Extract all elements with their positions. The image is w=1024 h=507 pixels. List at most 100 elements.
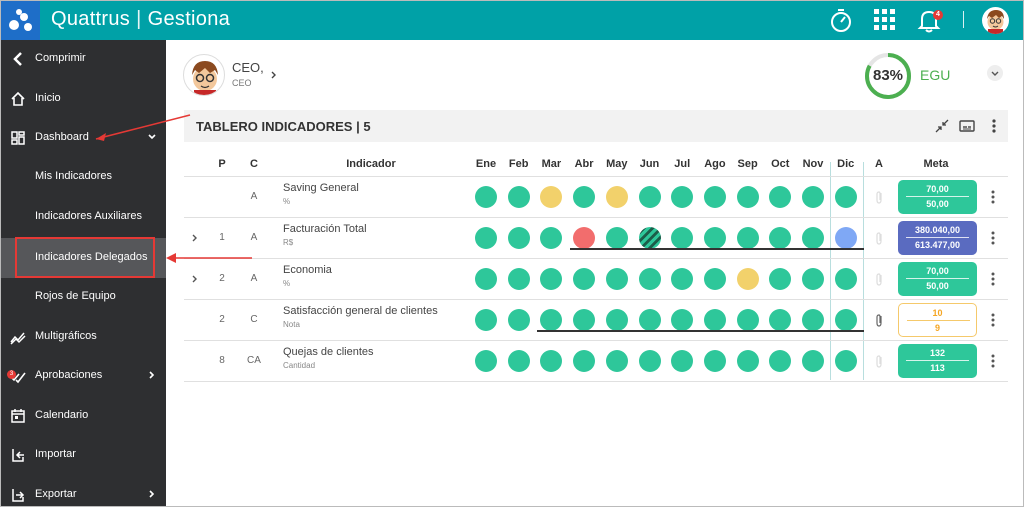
status-dot[interactable]: [703, 186, 726, 208]
status-dot[interactable]: [802, 309, 824, 331]
collapse-button[interactable]: [987, 65, 1003, 81]
meta-box[interactable]: 380.040,00 613.477,00: [898, 221, 977, 255]
status-dot[interactable]: [507, 227, 530, 249]
status-dot[interactable]: [834, 227, 857, 249]
row-menu-icon[interactable]: [990, 230, 996, 246]
row-menu-icon[interactable]: [990, 353, 996, 369]
indicator-name[interactable]: Saving General: [283, 182, 359, 194]
status-dot[interactable]: [507, 186, 530, 208]
status-dot[interactable]: [769, 186, 792, 208]
more-vert-icon[interactable]: [986, 118, 1002, 134]
status-dot[interactable]: [703, 227, 726, 249]
attachment-icon[interactable]: [874, 272, 884, 286]
sidebar-item-calendario[interactable]: Calendario: [0, 397, 166, 435]
indicator-name[interactable]: Quejas de clientes: [283, 346, 374, 358]
status-dot[interactable]: [736, 227, 759, 249]
status-dot[interactable]: [540, 309, 563, 331]
sidebar-item-indicadores-auxiliares[interactable]: Indicadores Auxiliares: [0, 198, 166, 236]
meta-box[interactable]: 132 113: [898, 344, 977, 378]
indicator-name[interactable]: Economia: [283, 264, 332, 276]
indicator-name[interactable]: Satisfacción general de clientes: [283, 305, 438, 317]
sidebar-item-importar[interactable]: Importar: [0, 436, 166, 474]
status-dot[interactable]: [671, 268, 694, 290]
status-dot[interactable]: [769, 268, 792, 290]
sidebar-item-mis-indicadores[interactable]: Mis Indicadores: [0, 158, 166, 196]
sidebar-item-inicio[interactable]: Inicio: [0, 80, 166, 118]
status-dot[interactable]: [671, 227, 694, 249]
meta-box[interactable]: 10 9: [898, 303, 977, 337]
status-dot[interactable]: [769, 350, 792, 372]
expand-row-icon[interactable]: [190, 274, 200, 284]
expand-row-icon[interactable]: [190, 233, 200, 243]
status-dot[interactable]: [736, 350, 759, 372]
status-dot[interactable]: [834, 350, 857, 372]
status-dot[interactable]: [507, 350, 530, 372]
status-dot[interactable]: [802, 350, 824, 372]
status-dot[interactable]: [605, 227, 628, 249]
profile-avatar[interactable]: [183, 54, 225, 96]
status-dot[interactable]: [802, 186, 824, 208]
status-dot[interactable]: [769, 309, 792, 331]
status-dot[interactable]: [540, 227, 563, 249]
row-menu-icon[interactable]: [990, 271, 996, 287]
status-dot[interactable]: [540, 350, 563, 372]
status-dot[interactable]: [638, 350, 661, 372]
sidebar-item-dashboard[interactable]: Dashboard: [0, 119, 166, 157]
status-dot[interactable]: [573, 350, 596, 372]
status-dot[interactable]: [638, 186, 661, 208]
status-dot[interactable]: [802, 227, 824, 249]
row-menu-icon[interactable]: [990, 312, 996, 328]
meta-box[interactable]: 70,00 50,00: [898, 262, 977, 296]
chevron-right-icon[interactable]: [269, 70, 279, 80]
status-dot[interactable]: [573, 268, 596, 290]
status-dot[interactable]: [475, 268, 497, 290]
meta-box[interactable]: 70,00 50,00: [898, 180, 977, 214]
status-dot[interactable]: [475, 350, 497, 372]
status-dot[interactable]: [573, 186, 596, 208]
indicator-name[interactable]: Facturación Total: [283, 223, 367, 235]
status-dot[interactable]: [475, 227, 497, 249]
status-dot[interactable]: [605, 186, 628, 208]
status-dot[interactable]: [605, 309, 628, 331]
sidebar-item-comprimir[interactable]: Comprimir: [0, 40, 166, 78]
status-dot[interactable]: [507, 309, 530, 331]
compress-icon[interactable]: [934, 118, 950, 134]
status-dot[interactable]: [475, 186, 497, 208]
stopwatch-icon[interactable]: [826, 5, 856, 35]
attachment-icon[interactable]: [874, 190, 884, 204]
apps-grid-icon[interactable]: [870, 5, 900, 35]
sidebar-item-rojos-de-equipo[interactable]: Rojos de Equipo: [0, 278, 166, 316]
status-dot[interactable]: [736, 268, 759, 290]
status-dot[interactable]: [802, 268, 824, 290]
logo-icon[interactable]: [0, 0, 40, 40]
attachment-icon[interactable]: [874, 354, 884, 368]
row-menu-icon[interactable]: [990, 189, 996, 205]
status-dot[interactable]: [736, 309, 759, 331]
status-dot[interactable]: [703, 268, 726, 290]
attachment-icon[interactable]: [874, 313, 884, 327]
status-dot[interactable]: [540, 186, 563, 208]
status-dot[interactable]: [736, 186, 759, 208]
status-dot[interactable]: [769, 227, 792, 249]
sidebar-item-multigraficos[interactable]: Multigráficos: [0, 318, 166, 356]
sidebar-item-indicadores-delegados[interactable]: Indicadores Delegados: [0, 238, 166, 278]
subtitles-icon[interactable]: [959, 118, 975, 134]
status-dot[interactable]: [834, 268, 857, 290]
status-dot[interactable]: [638, 227, 661, 249]
status-dot[interactable]: [573, 227, 596, 249]
status-dot[interactable]: [605, 268, 628, 290]
sidebar-item-exportar[interactable]: Exportar: [0, 476, 166, 507]
status-dot[interactable]: [671, 309, 694, 331]
status-dot[interactable]: [573, 309, 596, 331]
status-dot[interactable]: [703, 309, 726, 331]
user-avatar-icon[interactable]: [982, 7, 1009, 34]
status-dot[interactable]: [507, 268, 530, 290]
status-dot[interactable]: [834, 186, 857, 208]
status-dot[interactable]: [605, 350, 628, 372]
status-dot[interactable]: [671, 186, 694, 208]
status-dot[interactable]: [703, 350, 726, 372]
status-dot[interactable]: [638, 268, 661, 290]
status-dot[interactable]: [475, 309, 497, 331]
sidebar-item-aprobaciones[interactable]: Aprobaciones: [0, 357, 166, 395]
attachment-icon[interactable]: [874, 231, 884, 245]
